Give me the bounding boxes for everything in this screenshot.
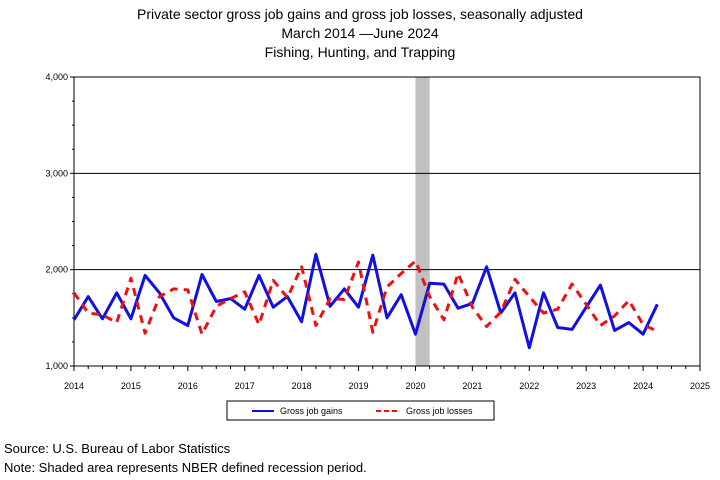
x-tick-label: 2016 — [178, 381, 198, 391]
chart-subtitle-industry: Fishing, Hunting, and Trapping — [264, 44, 456, 60]
series-layer — [72, 252, 659, 350]
x-tick-label: 2025 — [690, 381, 710, 391]
y-tick-label: 2,000 — [45, 265, 68, 275]
legend-label-losses: Gross job losses — [406, 406, 473, 416]
y-tick-label: 1,000 — [45, 361, 68, 371]
x-tick-label: 2020 — [405, 381, 425, 391]
chart-title: Private sector gross job gains and gross… — [137, 6, 583, 22]
legend-label-gains: Gross job gains — [280, 406, 343, 416]
x-axis: 2014 2015 2016 2017 2018 2019 2020 2021 2022 2023… — [64, 366, 710, 391]
y-tick-label: 3,000 — [45, 168, 68, 178]
legend: Gross job gains Gross job losses — [226, 400, 495, 421]
x-tick-label: 2023 — [576, 381, 596, 391]
x-tick-label: 2017 — [235, 381, 255, 391]
y-tick-label: 4,000 — [45, 72, 68, 82]
chart-subtitle-date-range: March 2014 —June 2024 — [281, 25, 439, 41]
y-axis: 1,000 2,000 3,000 4,000 — [45, 72, 74, 371]
x-tick-label: 2018 — [292, 381, 312, 391]
source-note: Source: U.S. Bureau of Labor Statistics — [4, 441, 231, 456]
recession-note: Note: Shaded area represents NBER define… — [4, 460, 367, 475]
series-line-gross-job-losses — [72, 259, 658, 336]
x-tick-label: 2019 — [349, 381, 369, 391]
series-line-gross-job-gains — [72, 252, 659, 350]
x-tick-label: 2021 — [462, 381, 482, 391]
x-tick-label: 2014 — [64, 381, 84, 391]
x-tick-label: 2022 — [519, 381, 539, 391]
x-tick-label: 2024 — [633, 381, 653, 391]
grid-layer — [74, 172, 700, 271]
x-tick-label: 2015 — [121, 381, 141, 391]
legend-box — [226, 400, 495, 421]
